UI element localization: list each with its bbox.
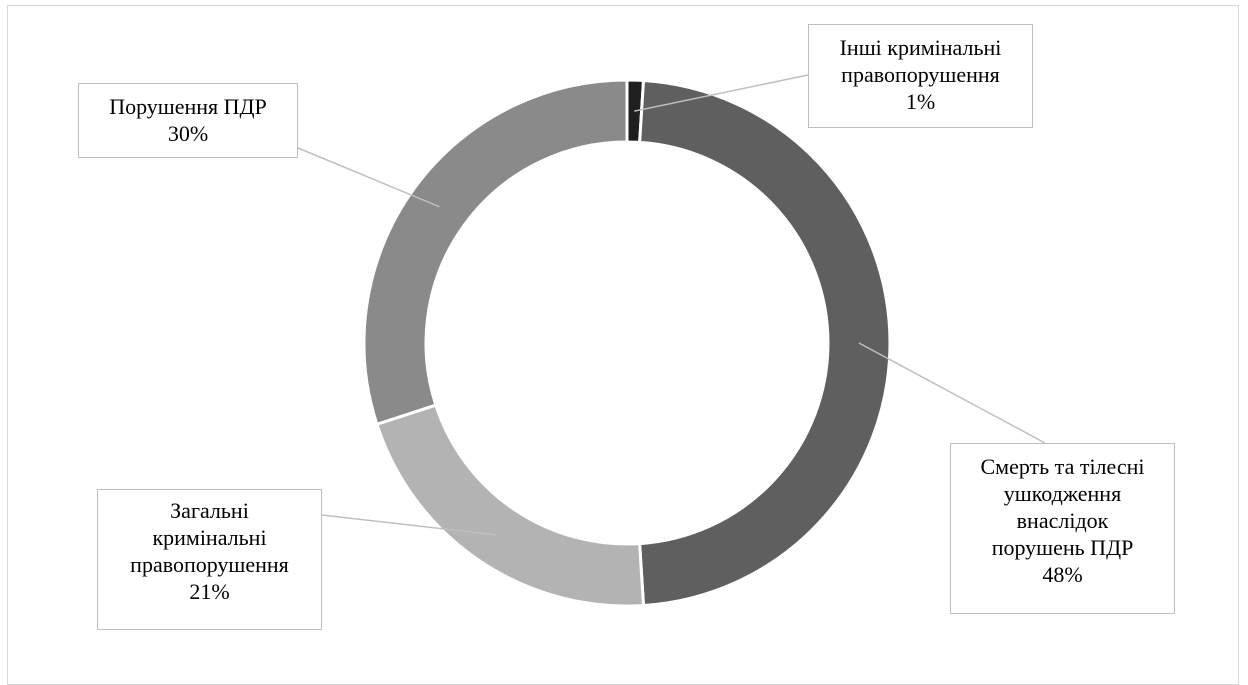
data-label-name: Смерть та тілесні ушкодження внаслідок п… [980, 454, 1145, 560]
leader-line [858, 342, 1046, 444]
data-label-general-crimes: Загальні кримінальні правопорушення 21% [97, 489, 322, 630]
leader-line [634, 74, 809, 112]
slice-traffic-violations [362, 78, 629, 427]
data-label-name: Порушення ПДР [109, 94, 267, 119]
slice-general-crimes [374, 403, 646, 608]
data-label-name: Інші кримінальні правопорушення [839, 35, 1002, 87]
data-label-other-crimes: Інші кримінальні правопорушення 1% [808, 24, 1033, 128]
data-label-death-injury: Смерть та тілесні ушкодження внаслідок п… [950, 443, 1175, 614]
slice-death-injury [638, 78, 892, 608]
data-label-percent: 1% [905, 89, 936, 114]
data-label-traffic-violations: Порушення ПДР 30% [78, 83, 298, 158]
leader-line [321, 514, 497, 536]
data-label-percent: 48% [1042, 562, 1083, 587]
data-label-percent: 21% [189, 579, 230, 604]
leader-line [297, 147, 440, 208]
data-label-name: Загальні кримінальні правопорушення [130, 498, 289, 577]
data-label-percent: 30% [167, 121, 209, 146]
